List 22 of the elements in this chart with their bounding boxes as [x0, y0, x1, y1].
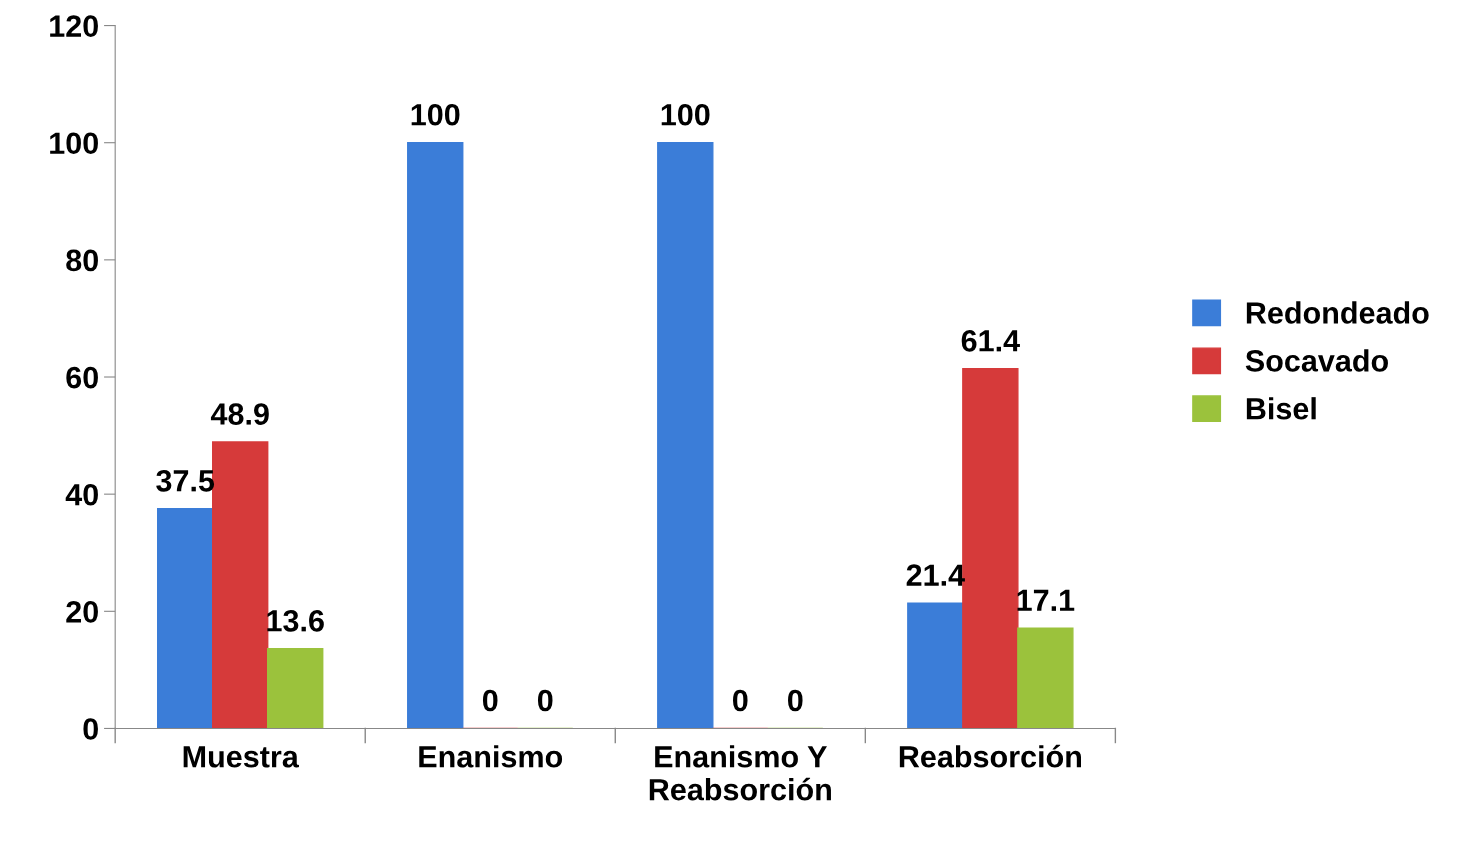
y-tick-label: 0 — [83, 718, 98, 740]
y-tick-label: 100 — [50, 132, 98, 155]
legend-label: Bisel — [1246, 397, 1316, 420]
legend-label: Redondeado — [1246, 301, 1429, 324]
x-tick-label: Reabsorción — [899, 744, 1081, 768]
data-label: 100 — [411, 103, 460, 126]
data-label: 61.4 — [961, 330, 1020, 352]
y-tick-label: 40 — [65, 483, 98, 506]
data-label: 0 — [733, 689, 748, 712]
data-label: 48.9 — [210, 403, 269, 425]
data-label: 0 — [537, 689, 553, 712]
y-tick-label: 20 — [66, 601, 98, 623]
x-tick-label: Muestra — [183, 746, 299, 768]
legend-label: Socavado — [1245, 349, 1388, 372]
data-label: 100 — [661, 103, 710, 126]
y-tick-label: 60 — [66, 366, 98, 389]
x-tick-label: Enanismo Y Reabsorción — [649, 745, 831, 801]
y-tick-label: 120 — [50, 15, 98, 37]
y-tick-label: 80 — [66, 249, 98, 272]
data-label: 0 — [482, 689, 498, 712]
x-tick-label: Enanismo — [419, 745, 563, 768]
data-label: 0 — [788, 689, 803, 712]
